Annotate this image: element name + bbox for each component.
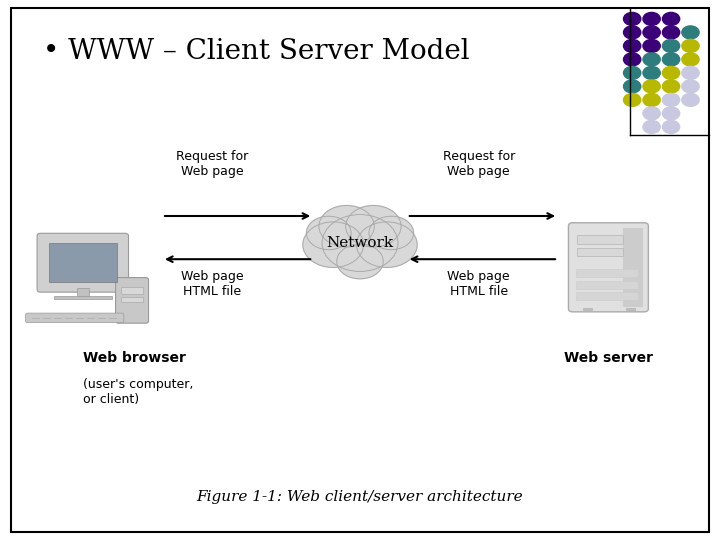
- FancyBboxPatch shape: [575, 280, 639, 289]
- FancyBboxPatch shape: [575, 269, 639, 277]
- Circle shape: [643, 80, 660, 93]
- Circle shape: [643, 107, 660, 120]
- FancyBboxPatch shape: [37, 233, 129, 292]
- FancyBboxPatch shape: [623, 228, 643, 307]
- FancyBboxPatch shape: [115, 278, 148, 323]
- Circle shape: [682, 53, 699, 66]
- Circle shape: [346, 206, 401, 247]
- Circle shape: [624, 39, 641, 52]
- Circle shape: [322, 214, 398, 272]
- Circle shape: [682, 66, 699, 79]
- FancyBboxPatch shape: [26, 313, 124, 322]
- Text: Figure 1-1: Web client/server architecture: Figure 1-1: Web client/server architectu…: [197, 490, 523, 504]
- Circle shape: [662, 53, 680, 66]
- Circle shape: [624, 93, 641, 106]
- Circle shape: [682, 26, 699, 39]
- Circle shape: [662, 80, 680, 93]
- FancyBboxPatch shape: [77, 288, 89, 297]
- Circle shape: [662, 66, 680, 79]
- FancyBboxPatch shape: [577, 235, 624, 244]
- Circle shape: [624, 53, 641, 66]
- Circle shape: [662, 26, 680, 39]
- Text: (user's computer,
or client): (user's computer, or client): [83, 378, 193, 406]
- Circle shape: [624, 66, 641, 79]
- Circle shape: [307, 216, 351, 249]
- Text: Request for
Web page: Request for Web page: [176, 150, 248, 178]
- Circle shape: [624, 12, 641, 25]
- Text: Web server: Web server: [564, 351, 653, 365]
- Circle shape: [643, 26, 660, 39]
- FancyBboxPatch shape: [577, 248, 624, 256]
- FancyBboxPatch shape: [583, 308, 592, 310]
- Circle shape: [643, 53, 660, 66]
- Circle shape: [356, 222, 417, 267]
- FancyBboxPatch shape: [575, 292, 639, 300]
- Text: Web page
HTML file: Web page HTML file: [448, 270, 510, 298]
- Circle shape: [682, 93, 699, 106]
- Text: Web page
HTML file: Web page HTML file: [181, 270, 243, 298]
- Circle shape: [682, 80, 699, 93]
- Text: • WWW – Client Server Model: • WWW – Client Server Model: [43, 38, 470, 65]
- Text: Request for
Web page: Request for Web page: [443, 150, 515, 178]
- Circle shape: [662, 12, 680, 25]
- Circle shape: [624, 80, 641, 93]
- FancyBboxPatch shape: [121, 287, 143, 294]
- Circle shape: [643, 66, 660, 79]
- Circle shape: [337, 244, 383, 279]
- Circle shape: [682, 39, 699, 52]
- Circle shape: [303, 222, 364, 267]
- Circle shape: [624, 26, 641, 39]
- Circle shape: [643, 39, 660, 52]
- FancyBboxPatch shape: [121, 297, 143, 302]
- Circle shape: [319, 206, 374, 247]
- Circle shape: [643, 120, 660, 133]
- Circle shape: [662, 120, 680, 133]
- Circle shape: [369, 216, 413, 249]
- Circle shape: [662, 39, 680, 52]
- Circle shape: [643, 93, 660, 106]
- Text: Web browser: Web browser: [83, 351, 186, 365]
- Text: Network: Network: [326, 236, 394, 250]
- FancyBboxPatch shape: [49, 243, 117, 282]
- Circle shape: [662, 93, 680, 106]
- Circle shape: [643, 12, 660, 25]
- FancyBboxPatch shape: [569, 222, 649, 312]
- FancyBboxPatch shape: [54, 296, 112, 299]
- Circle shape: [662, 107, 680, 120]
- FancyBboxPatch shape: [626, 308, 635, 310]
